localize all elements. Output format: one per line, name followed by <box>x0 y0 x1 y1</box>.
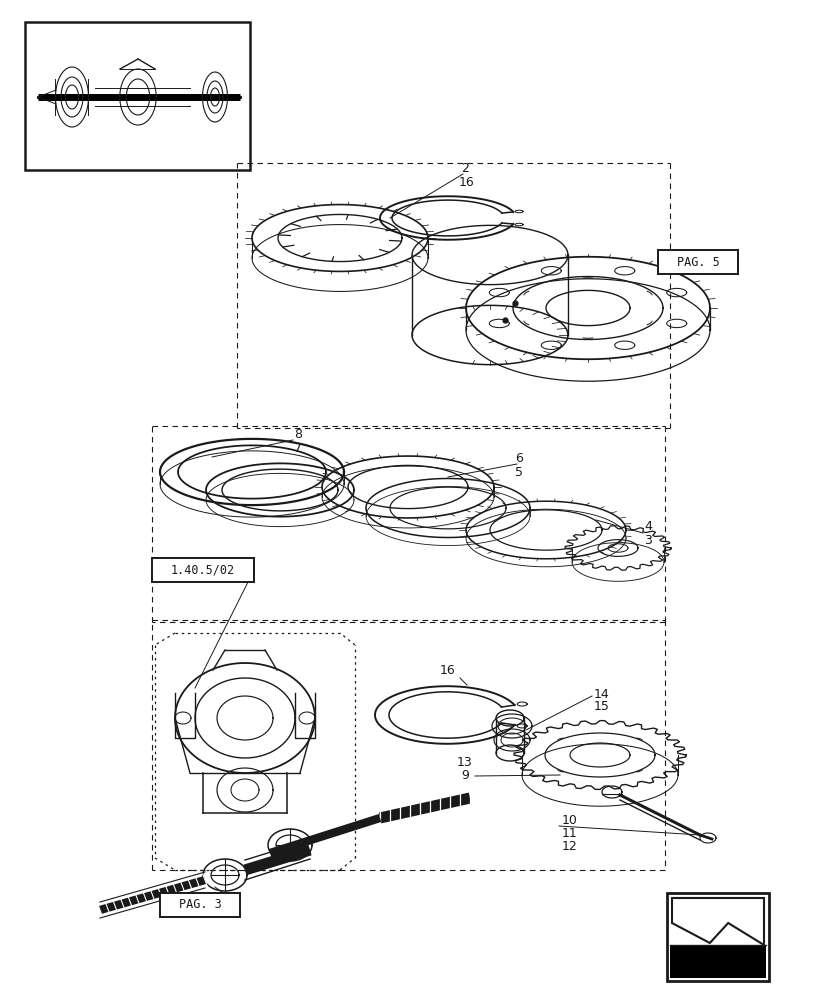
Text: PAG. 3: PAG. 3 <box>179 898 221 911</box>
Bar <box>669 896 765 944</box>
Text: 9: 9 <box>461 769 468 782</box>
Text: 1: 1 <box>677 251 685 264</box>
Text: 15: 15 <box>593 700 609 714</box>
Text: 14: 14 <box>593 688 609 700</box>
Bar <box>152 558 254 582</box>
Bar <box>669 945 765 978</box>
Text: 12: 12 <box>562 840 577 853</box>
Text: 6: 6 <box>514 452 523 464</box>
Text: 10: 10 <box>562 814 577 827</box>
Text: PAG. 5: PAG. 5 <box>676 255 719 268</box>
Text: 13: 13 <box>457 756 472 768</box>
Bar <box>25 22 250 170</box>
Bar <box>667 893 768 981</box>
Text: 5: 5 <box>514 466 523 479</box>
Text: 4: 4 <box>643 520 651 534</box>
Text: 8: 8 <box>294 428 302 440</box>
Text: 3: 3 <box>643 534 651 546</box>
Text: 2: 2 <box>461 162 468 175</box>
Text: 16: 16 <box>440 664 456 676</box>
Text: 1.40.5/02: 1.40.5/02 <box>170 564 235 576</box>
Bar <box>657 250 737 274</box>
Bar <box>160 893 240 917</box>
Polygon shape <box>672 898 763 945</box>
Text: 11: 11 <box>562 827 577 840</box>
Text: 16: 16 <box>458 176 475 189</box>
Text: 7: 7 <box>294 442 302 454</box>
